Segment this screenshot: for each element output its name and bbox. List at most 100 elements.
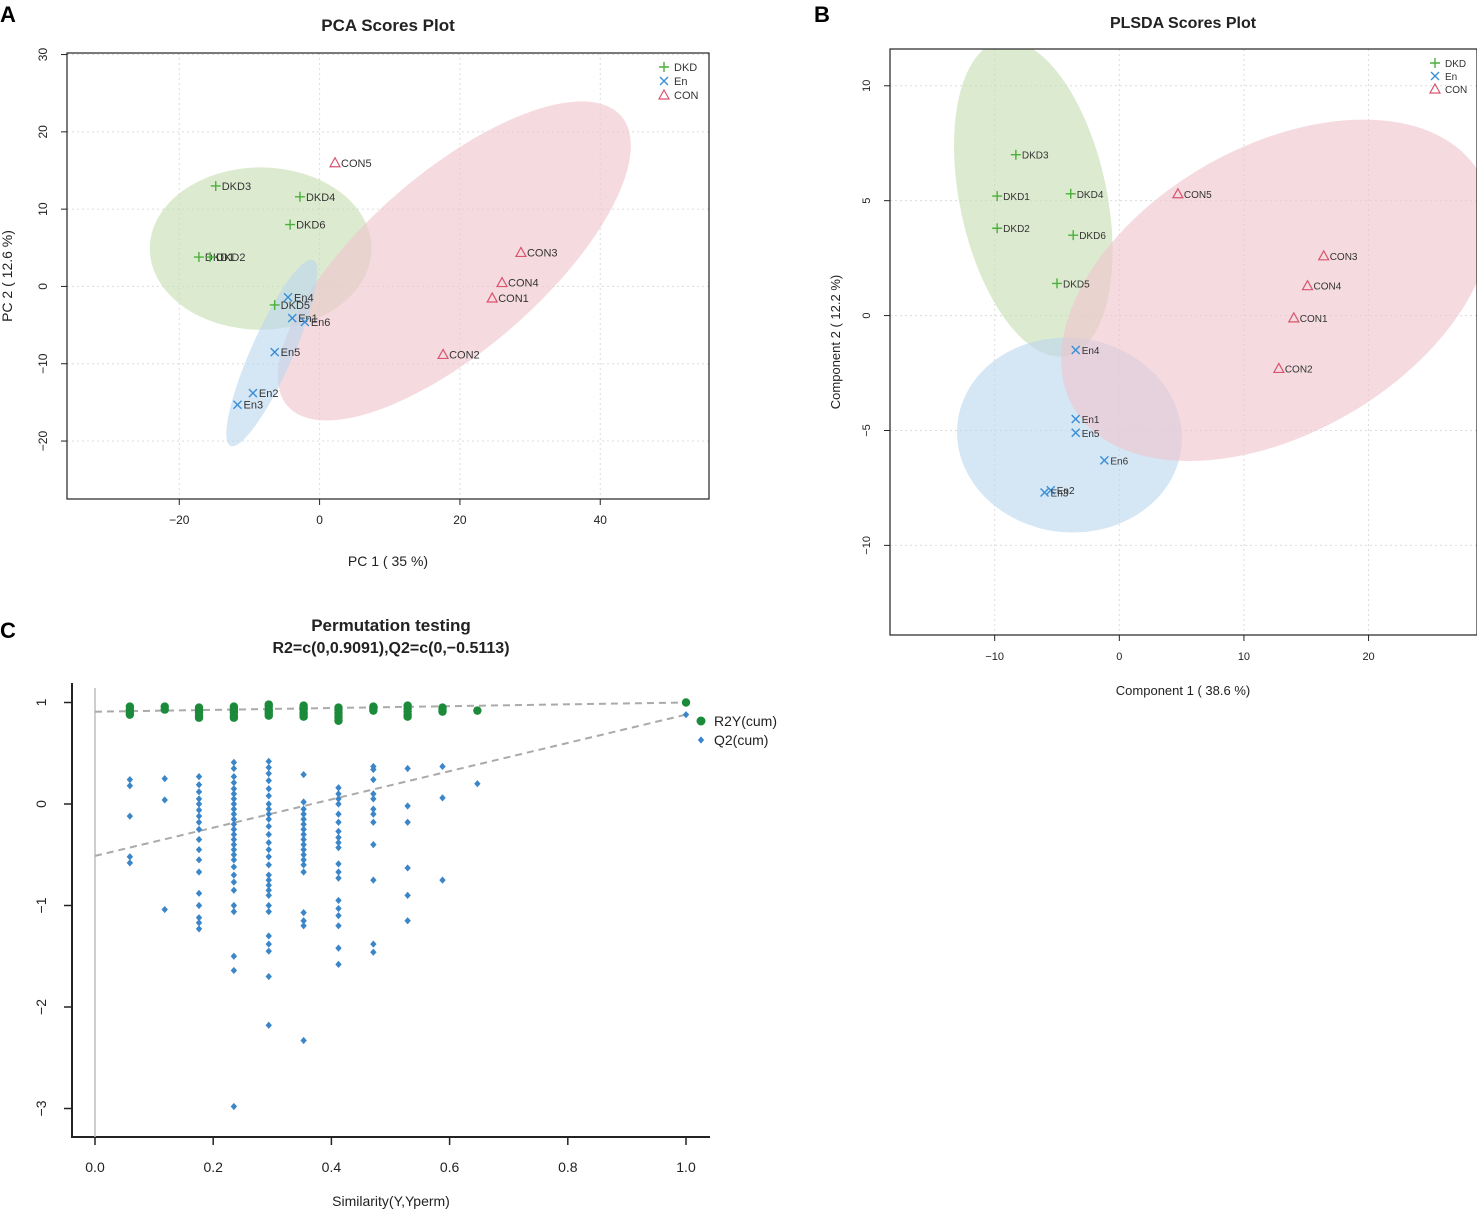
r2y-point [334,716,343,725]
q2-point [439,876,446,884]
plsda-plot-frame [889,48,1477,636]
perm-x-axis: 0.0 0.2 0.4 0.6 0.8 1.0 [85,1137,696,1175]
q2-point [265,932,272,940]
q2-point [335,896,342,905]
q2-point [335,795,342,803]
pca-point-dkd3 [210,180,221,191]
q2-point [230,966,238,975]
q2-point [370,795,377,803]
q2-point [195,788,203,796]
q2-point [335,784,342,792]
plsda-legend-label: En [1445,72,1457,83]
plsda-y-axis: −10 −5 0 5 10 [861,80,890,555]
pca-legend: DKD En CON [657,62,699,102]
q2-point [230,758,238,766]
pca-point-en6 [300,317,310,327]
q2-point [230,810,238,818]
q2-point [265,1021,272,1029]
q2-point [335,912,342,920]
pca-point-con3 [514,246,527,258]
q2-point [230,886,238,894]
pca-point-label: DKD5 [281,300,310,312]
plsda-legend-label: CON [1445,85,1467,96]
q2-point [335,922,342,930]
q2-point [126,776,134,784]
q2-point [265,881,272,889]
q2-point [335,790,342,798]
q2-point [682,711,690,719]
q2-point [300,1036,307,1045]
plsda-point-en5 [1071,428,1081,438]
q2-point [300,868,307,876]
pca-point-label: DKD6 [296,220,325,232]
q2-point [195,889,203,897]
plsda-point-label: En3 [1051,489,1069,500]
q2-point [230,764,238,773]
pca-x-tick-label: 0 [316,513,323,527]
pca-legend-label: En [674,76,687,88]
plsda-point-dkd4 [1065,188,1076,199]
plsda-point-label: DKD1 [1003,192,1030,203]
q2-point [230,805,238,813]
pca-title: PCA Scores Plot [321,16,455,35]
q2-point [335,944,342,952]
plsda-x-tick-label: 20 [1362,651,1374,663]
plsda-point-dkd6 [1068,230,1079,241]
q2-point [335,827,342,836]
q2-point [335,904,342,913]
q2-point [265,972,272,981]
plsda-point-label: DKD4 [1077,190,1104,201]
perm-y-tick-label: −1 [33,897,49,913]
plsda-y-tick-label: 10 [861,80,873,92]
plsda-y-tick-label: 5 [861,198,873,204]
pca-point-en1 [287,313,297,323]
q2-point [195,795,203,803]
q2-point [265,876,272,884]
pca-y-tick-label: 10 [36,202,50,216]
plsda-point-label: En4 [1082,346,1100,357]
q2-point [230,772,238,781]
pca-legend-marker-en [659,76,669,86]
plsda-point-label: En6 [1110,456,1128,467]
r2y-point [125,710,135,719]
r2y-point [438,707,447,716]
q2-point [195,868,203,876]
q2-point [300,798,307,806]
pca-point-label: En3 [243,400,263,412]
plsda-x-tick-label: 10 [1238,651,1250,663]
plsda-point-dkd1 [992,191,1003,202]
q2-point [126,853,134,861]
perm-x-tick-label: 0.4 [322,1159,342,1175]
q2-point [195,818,203,826]
q2-point [335,874,342,882]
plsda-point-con2 [1272,362,1285,374]
r2y-point [194,713,204,722]
plsda-y-tick-label: 0 [861,313,873,319]
pca-point-con4 [495,276,509,288]
q2-point [300,810,307,818]
q2-point [230,790,238,798]
q2-point [195,925,203,933]
q2-point [265,838,272,847]
q2-point [230,795,238,803]
q2-point [230,815,238,823]
perm-subtitle: R2=c(0,0.9091),Q2=c(0,−0.5113) [272,640,509,657]
q2-point [300,825,307,833]
plsda-point-con1 [1287,311,1300,323]
q2-point [265,769,272,778]
perm-axes [71,683,710,1138]
plsda-point-label: CON1 [1300,314,1328,325]
q2-point [230,779,238,787]
q2-point [265,763,272,772]
pca-point-dkd6 [285,219,296,230]
plsda-point-con5 [1171,187,1184,199]
plsda-point-con4 [1301,279,1314,291]
q2-point [230,800,238,808]
plsda-x-tick-label: 0 [1116,651,1122,663]
perm-x-tick-label: 0.2 [203,1159,223,1175]
q2-point [370,810,377,818]
perm-x-tick-label: 0.0 [85,1159,105,1175]
q2-point [230,841,238,849]
